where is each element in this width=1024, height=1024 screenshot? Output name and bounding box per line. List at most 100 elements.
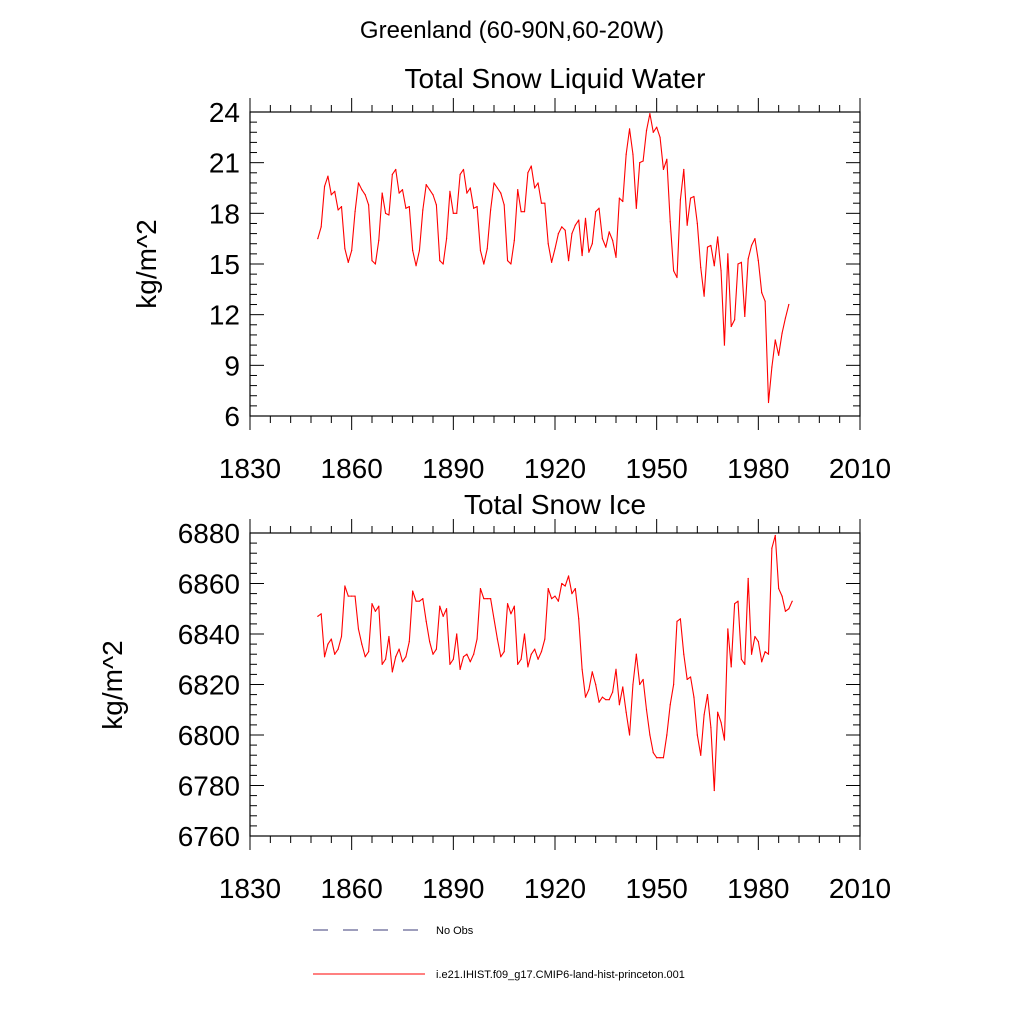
panel2-data-point	[774, 534, 776, 537]
panel2-data-point	[717, 711, 719, 713]
panel1-data-point	[395, 168, 397, 171]
panel1-data-point	[588, 251, 590, 253]
panel1-data-point	[330, 194, 332, 196]
panel1-data-point	[486, 248, 488, 250]
panel2-data-point	[435, 648, 437, 650]
panel2-data-point	[439, 605, 441, 607]
panel2-data-point	[737, 600, 739, 602]
panel1-xtick-label: 1920	[524, 453, 586, 484]
panel2-data-point	[364, 656, 366, 658]
panel1-data-point	[418, 249, 421, 252]
panel1-data-point	[364, 194, 366, 196]
panel2-data-point	[398, 648, 400, 650]
panel2-data-point	[581, 668, 583, 670]
panel1-data-point	[628, 128, 631, 130]
panel1-data-point	[493, 182, 495, 184]
panel1-data-point	[632, 153, 634, 155]
panel2-data-point	[510, 613, 512, 615]
panel2-data-point	[351, 595, 353, 597]
panel1-data-point	[544, 202, 546, 204]
panel2-data-point	[371, 603, 373, 605]
panel2-data-point	[696, 734, 698, 736]
panel1-data-point	[401, 189, 404, 191]
panel2-data-point	[469, 661, 471, 663]
panel1-series-line	[317, 113, 790, 404]
panel1-data-point	[517, 189, 519, 191]
panel2-data-point	[761, 661, 763, 663]
panel2-data-point	[771, 547, 773, 549]
legend-no-obs-label: No Obs	[436, 925, 474, 937]
panel1-data-point	[761, 292, 763, 294]
panel2-data-point	[713, 789, 715, 792]
panel1-data-point	[432, 194, 434, 196]
panel1-data-point	[625, 153, 627, 155]
panel2-data-point	[384, 658, 387, 660]
panel1-data-point	[771, 366, 773, 368]
panel1-data-point	[652, 131, 654, 133]
panel2-data-point	[635, 653, 637, 655]
panel1-data-point	[537, 182, 539, 184]
panel1-data-point	[551, 261, 553, 263]
panel1-data-point	[662, 168, 665, 171]
panel1-data-point	[581, 254, 583, 257]
panel1-data-point	[598, 207, 600, 209]
panel1-xtick-label: 1950	[626, 453, 688, 484]
panel2-data-point	[659, 757, 661, 759]
panel2-data-point	[422, 598, 424, 600]
panel1-data-point	[496, 187, 498, 189]
panel1-xtick-label: 1890	[422, 453, 484, 484]
panel2-data-point	[368, 651, 370, 653]
panel2-data-point	[652, 752, 654, 754]
panel2-data-point	[449, 663, 451, 665]
panel2-data-point	[551, 598, 553, 600]
panel2-data-point	[750, 653, 753, 655]
panel1-ytick-label: 18	[209, 198, 240, 229]
panel2-data-point	[595, 683, 597, 686]
panel1-data-point	[405, 207, 407, 209]
panel2-data-point	[778, 587, 780, 590]
panel1-data-point	[710, 244, 712, 247]
panel1-data-point	[412, 249, 414, 252]
panel1-data-point	[754, 238, 756, 240]
panel1-data-point	[730, 325, 732, 328]
panel1-title: Total Snow Liquid Water	[405, 63, 706, 94]
panel2-data-point	[320, 613, 322, 615]
panel2-data-point	[405, 656, 407, 658]
panel1-data-point	[368, 204, 370, 206]
panel1-data-point	[727, 253, 729, 255]
figure-suptitle: Greenland (60-90N,60-20W)	[359, 17, 665, 44]
panel1-data-point	[679, 199, 681, 201]
panel2-data-point	[391, 671, 393, 673]
panel2-data-point	[632, 683, 634, 686]
panel1-data-point	[584, 217, 587, 219]
panel2-data-point	[747, 577, 749, 580]
panel1-data-point	[510, 263, 512, 265]
panel2-data-point	[744, 663, 746, 665]
panel2-data-point	[408, 640, 410, 643]
panel2-data-point	[700, 754, 702, 756]
panel2-data-point	[483, 598, 485, 600]
panel2-data-point	[676, 620, 678, 622]
panel2-data-point	[754, 635, 756, 638]
panel2-xtick-label: 1860	[321, 873, 383, 904]
panel2-data-point	[473, 653, 475, 655]
panel2-data-point	[445, 608, 448, 610]
panel1-data-point	[561, 226, 563, 228]
panel1-data-point	[452, 212, 454, 214]
panel1-data-point	[723, 344, 726, 346]
panel2-data-point	[381, 663, 383, 665]
panel1-ytick-label: 6	[224, 401, 240, 432]
panel1-data-point	[788, 303, 790, 306]
panel1-data-point	[683, 168, 685, 171]
panel2-ytick-label: 6860	[178, 569, 240, 600]
panel2-data-point	[656, 757, 658, 759]
panel2-xtick-label: 1890	[422, 873, 484, 904]
legend-model-label: i.e21.IHIST.f09_g17.CMIP6-land-hist-prin…	[436, 969, 685, 981]
panel1-data-point	[750, 244, 753, 247]
panel2-data-point	[547, 587, 549, 590]
panel2-data-point	[554, 595, 556, 597]
panel1-data-point	[445, 238, 448, 240]
panel2-ytick-label: 6880	[178, 518, 240, 549]
panel1-data-point	[781, 332, 783, 334]
panel1-data-point	[473, 207, 475, 209]
